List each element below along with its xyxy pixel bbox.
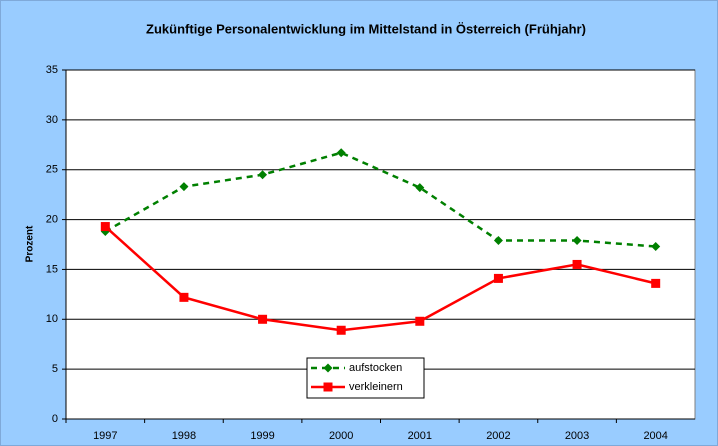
data-point [572, 236, 582, 246]
series-line [104, 151, 656, 248]
data-point [651, 278, 661, 288]
series-line [104, 225, 656, 332]
legend-marker [323, 363, 333, 373]
data-point [336, 148, 346, 158]
y-tick-label: 15 [46, 263, 58, 275]
chart-title: Zukünftige Personalentwicklung im Mittel… [146, 21, 586, 36]
x-tick-label: 2004 [643, 430, 667, 442]
data-point [415, 316, 425, 326]
y-tick-label: 30 [46, 114, 58, 126]
y-tick-label: 35 [46, 64, 58, 76]
data-point [179, 182, 189, 192]
y-axis-label: Prozent [25, 225, 36, 262]
x-tick-label: 2000 [329, 430, 353, 442]
data-point [258, 314, 268, 324]
y-tick-label: 20 [46, 213, 58, 225]
data-point [100, 222, 110, 232]
legend-marker [323, 382, 333, 392]
x-tick-label: 2001 [408, 430, 432, 442]
y-tick-label: 5 [52, 363, 58, 375]
legend-label: aufstocken [349, 362, 402, 374]
x-tick-label: 1997 [93, 430, 117, 442]
data-point [493, 273, 503, 283]
y-tick-label: 10 [46, 313, 58, 325]
data-point [572, 259, 582, 269]
data-point [493, 236, 503, 246]
x-tick-label: 2002 [486, 430, 510, 442]
y-tick-label: 0 [52, 413, 58, 425]
x-tick-label: 2003 [565, 430, 589, 442]
data-point [415, 183, 425, 193]
data-point [258, 170, 268, 180]
data-point [651, 241, 661, 251]
data-point [336, 325, 346, 335]
y-tick-label: 25 [46, 164, 58, 176]
legend-label: verkleinern [349, 381, 403, 393]
x-tick-label: 1998 [172, 430, 196, 442]
x-tick-label: 1999 [250, 430, 274, 442]
data-point [179, 292, 189, 302]
